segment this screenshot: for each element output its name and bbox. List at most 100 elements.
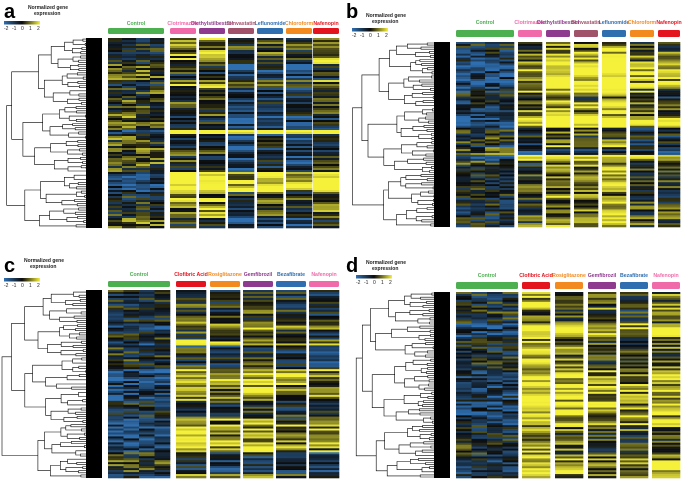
group-label: Bezafibrate: [277, 272, 305, 278]
scale-tick: 0: [369, 33, 372, 39]
panel-d: d Normalized gene expression -2 -1 0 1 2…: [346, 255, 681, 479]
heatmap-cells: [652, 292, 681, 479]
group-bar: [620, 282, 648, 289]
group-label: Rosiglitazone: [552, 273, 586, 279]
scale-title: Normalized gene: [24, 258, 64, 264]
group-bar: [518, 30, 542, 37]
panel-letter: c: [4, 255, 15, 277]
group-bar: [228, 28, 254, 34]
color-scale-bar: [352, 28, 388, 32]
group-label: Control: [478, 273, 497, 279]
group-label: Control: [130, 272, 149, 278]
heatmap-cells: [518, 42, 543, 228]
color-scale: Normalized gene expression -2 -1 0 1 2: [4, 258, 64, 289]
dendrogram: [6, 38, 102, 228]
heatmap-cells: [276, 290, 307, 479]
heatmap: Control Clotrimazole Diethylstilbestrol …: [108, 21, 340, 229]
scale-tick: -1: [364, 280, 369, 286]
heatmap-cells: [170, 38, 197, 229]
heatmap-cells: [257, 38, 284, 229]
color-scale: Normalized gene expression -2 -1 0 1 2: [356, 260, 406, 286]
scale-title: expression: [372, 266, 398, 272]
group-label: Control: [127, 21, 146, 27]
heatmap-cells: [108, 290, 171, 479]
heatmap-cells: [658, 42, 681, 228]
scale-tick: 1: [29, 26, 32, 32]
heatmap-cells: [555, 292, 584, 479]
group-bar: [176, 281, 206, 287]
group-bar: [257, 28, 283, 34]
group-bar: [574, 30, 598, 37]
heatmap-cells: [286, 38, 313, 229]
heatmap-cells: [588, 292, 617, 479]
group-label: Clotrimazole: [167, 21, 198, 27]
group-label: Clofibric Acid: [174, 272, 208, 278]
group-bar: [522, 282, 550, 289]
panel-letter: a: [4, 1, 16, 23]
scale-title: expression: [34, 11, 60, 17]
panel-letter: b: [346, 1, 358, 23]
scale-title: Normalized gene: [28, 5, 68, 11]
scale-tick: 2: [37, 26, 40, 32]
scale-tick: -1: [12, 283, 17, 289]
group-bar: [588, 282, 616, 289]
dendrogram: [352, 42, 450, 227]
heatmap-cells: [602, 42, 627, 228]
scale-tick: 0: [21, 26, 24, 32]
scale-tick: 0: [21, 283, 24, 289]
scale-tick: -1: [360, 33, 365, 39]
scale-title: Normalized gene: [366, 260, 406, 266]
scale-tick: 1: [29, 283, 32, 289]
group-label: Bezafibrate: [620, 273, 648, 279]
heatmap-cells: [546, 42, 571, 228]
scale-tick: 2: [389, 280, 392, 286]
heatmap-cells: [228, 38, 255, 229]
dendrogram: [1, 290, 102, 478]
group-label: Clofibric Acid: [519, 273, 553, 279]
heatmap-cells: [243, 290, 274, 479]
panel-letter: d: [346, 255, 358, 277]
group-bar: [652, 282, 680, 289]
color-scale-bar: [4, 21, 40, 25]
group-label: Nafenopin: [656, 20, 681, 26]
heatmap-cells: [199, 38, 226, 229]
group-label: Simvastatin: [226, 21, 255, 27]
group-bar: [546, 30, 570, 37]
heatmap-cells: [176, 290, 207, 479]
heatmap-cells: [456, 42, 515, 228]
heatmap-cells: [574, 42, 599, 228]
group-label: Nafenopin: [313, 21, 338, 27]
heatmap: Control Clofibric Acid Rosiglitazone Gem…: [456, 273, 681, 479]
group-label: Clotrimazole: [514, 20, 545, 26]
group-label: Gemfibrozil: [588, 273, 617, 279]
group-label: Nafenopin: [311, 272, 336, 278]
group-label: Gemfibrozil: [244, 272, 273, 278]
heatmap-cells: [210, 290, 241, 479]
group-bar: [108, 281, 170, 287]
scale-title: Normalized gene: [366, 13, 406, 19]
group-bar: [108, 28, 164, 34]
dendrogram-leaves: [86, 290, 102, 478]
group-bar: [276, 281, 306, 287]
heatmap-cells: [522, 292, 551, 479]
scale-tick: -2: [4, 283, 9, 289]
group-bar: [286, 28, 312, 34]
panel-c: c Normalized gene expression -2 -1 0 1 2…: [1, 255, 340, 479]
group-bar: [313, 28, 339, 34]
color-scale-bar: [4, 278, 40, 282]
scale-tick: 1: [381, 280, 384, 286]
scale-tick: -2: [352, 33, 357, 39]
group-bar: [456, 282, 518, 289]
scale-title: expression: [372, 19, 398, 25]
group-label: Leflunomide: [255, 21, 286, 27]
color-scale: Normalized gene expression -2 -1 0 1 2: [4, 5, 68, 32]
heatmap-cells: [108, 38, 165, 229]
group-label: Leflunomide: [599, 20, 630, 26]
group-label: Nafenopin: [653, 273, 678, 279]
panel-a: a Normalized gene expression -2 -1 0 1 2…: [4, 1, 340, 229]
group-label: Diethylstilbestrol: [537, 20, 580, 26]
group-bar: [658, 30, 680, 37]
group-bar: [199, 28, 225, 34]
group-bar: [170, 28, 196, 34]
